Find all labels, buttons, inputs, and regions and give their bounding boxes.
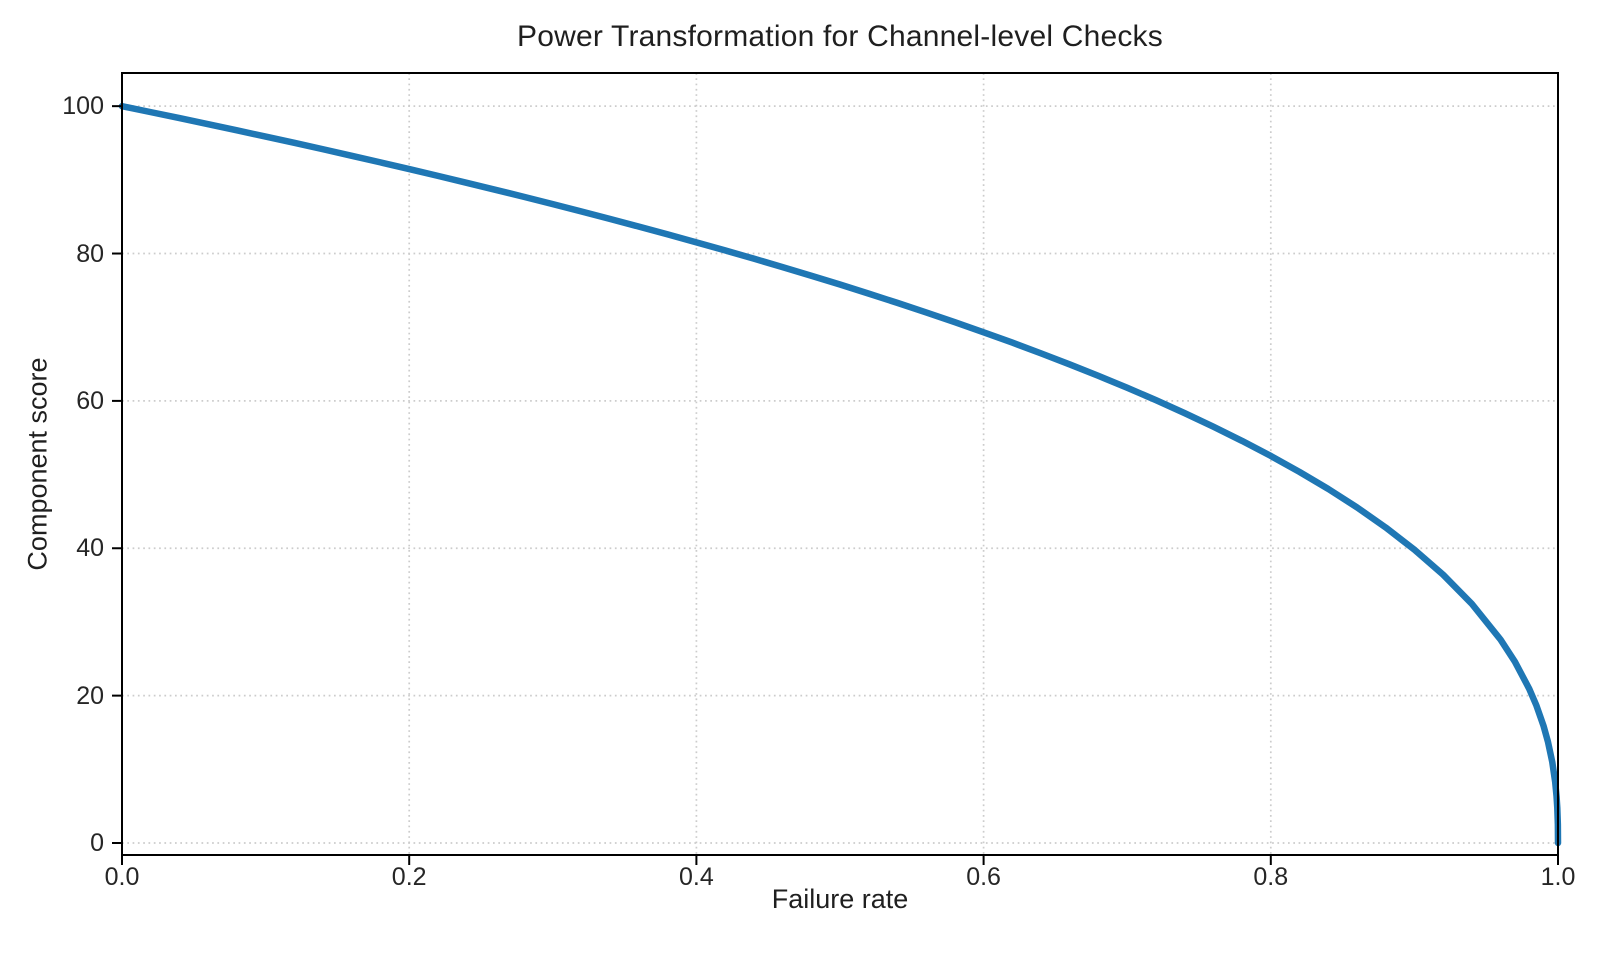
data-line-component_score (118, 102, 1562, 847)
x-tick-label: 0.0 (104, 863, 140, 891)
y-tick-label: 20 (76, 681, 104, 710)
y-tick-label: 0 (90, 828, 104, 857)
axes-frame (121, 72, 1559, 856)
x-tick-label: 0.8 (1253, 863, 1289, 891)
x-tick-label: 0.2 (391, 863, 427, 891)
x-axis-label: Failure rate (771, 884, 909, 914)
x-tick-label: 0.6 (966, 863, 1001, 891)
y-tick-label: 60 (76, 386, 104, 415)
y-axis-label: Component score (22, 357, 53, 571)
x-tick-label: 0.4 (679, 863, 714, 891)
y-tick-label: 40 (76, 534, 104, 563)
y-tick-label: 100 (62, 92, 104, 121)
y-tick-label: 80 (76, 239, 104, 268)
x-tick-label: 1.0 (1540, 863, 1576, 891)
chart-title: Power Transformation for Channel-level C… (517, 20, 1163, 53)
